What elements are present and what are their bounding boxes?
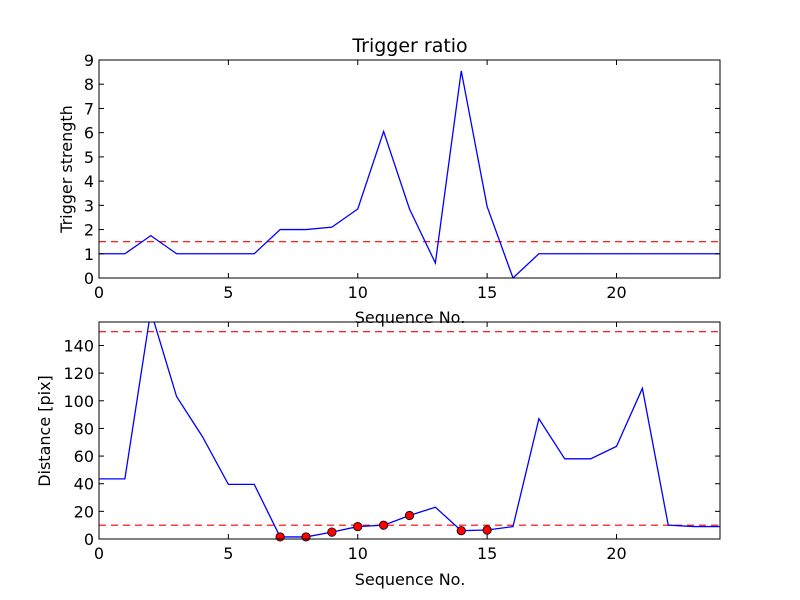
top-y-tick-label: 4 (84, 172, 94, 191)
bottom-marker-point (456, 526, 466, 536)
top-y-tick-label: 1 (84, 245, 94, 264)
top-series-line (99, 70, 720, 278)
bottom-marker-point (379, 520, 389, 530)
bottom-y-tick-label: 20 (74, 502, 94, 521)
top-x-tick-label: 10 (348, 283, 368, 302)
top-y-tick-label: 5 (84, 148, 94, 167)
top-y-tick-label: 9 (84, 51, 94, 70)
top-axes-frame (98, 59, 721, 279)
top-y-tick-label: 3 (84, 196, 94, 215)
bottom-x-axis-label: Sequence No. (355, 570, 466, 589)
bottom-marker-point (275, 532, 285, 542)
top-y-axis-label: Trigger strength (57, 105, 76, 234)
bottom-marker-point (301, 532, 311, 542)
top-x-tick-label: 15 (477, 283, 497, 302)
top-plot-area (99, 70, 720, 278)
bottom-x-tick-label: 10 (348, 544, 368, 563)
bottom-x-tick-label: 0 (94, 544, 104, 563)
trigger-ratio-plot: Trigger ratio Sequence No. Trigger stren… (57, 35, 721, 327)
bottom-y-tick-label: 0 (84, 530, 94, 549)
bottom-marker-point (482, 525, 492, 535)
bottom-y-tick-label: 60 (74, 447, 94, 466)
distance-plot: Sequence No. Distance [pix] 0 5 10 15 20 0 20 4… (35, 321, 721, 589)
top-y-tick-label: 2 (84, 221, 94, 240)
top-y-tick-label: 0 (84, 269, 94, 288)
top-y-tick-label: 8 (84, 75, 94, 94)
bottom-y-tick-label: 80 (74, 419, 94, 438)
bottom-x-tick-label: 5 (223, 544, 233, 563)
bottom-y-tick-label: 120 (63, 364, 94, 383)
bottom-y-tick-label: 140 (63, 336, 94, 355)
top-x-axis-label: Sequence No. (355, 308, 466, 327)
bottom-x-tick-label: 20 (606, 544, 626, 563)
top-x-tick-label: 20 (606, 283, 626, 302)
top-y-tick-label: 6 (84, 124, 94, 143)
bottom-y-tick-label: 100 (63, 392, 94, 411)
bottom-marker-point (327, 527, 337, 537)
top-x-tick-label: 0 (94, 283, 104, 302)
top-y-tick-label: 7 (84, 99, 94, 118)
bottom-y-tick-label: 40 (74, 475, 94, 494)
bottom-marker-point (404, 510, 415, 521)
bottom-marker-point (353, 521, 363, 532)
trigger-ratio-title: Trigger ratio (351, 35, 467, 57)
bottom-axes-frame (98, 321, 721, 540)
bottom-x-tick-label: 15 (477, 544, 497, 563)
top-x-tick-label: 5 (223, 283, 233, 302)
bottom-y-axis-label: Distance [pix] (35, 375, 54, 487)
